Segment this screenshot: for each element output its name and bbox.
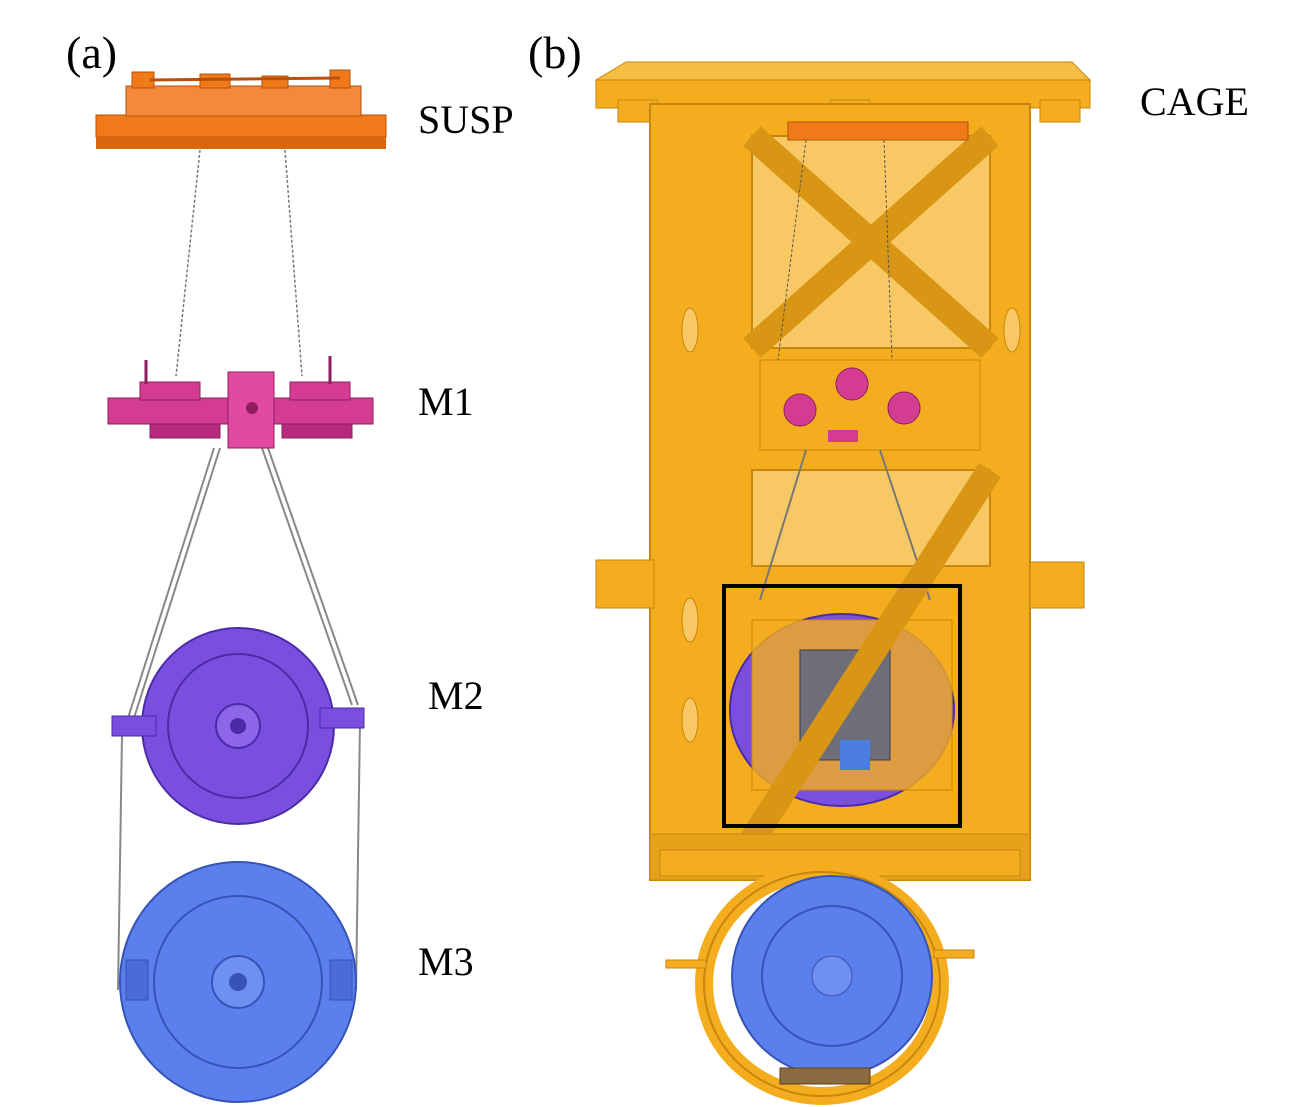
- susp-part: [95, 69, 387, 149]
- m3-label: M3: [418, 939, 474, 984]
- m2-part: [111, 627, 365, 825]
- m1-label: M1: [418, 379, 474, 424]
- susp-label: SUSP: [418, 97, 514, 142]
- panel-b-label: (b): [528, 27, 582, 78]
- panel-a-label: (a): [66, 27, 118, 78]
- panel-a-exploded-view: [95, 69, 387, 1103]
- m3-part: [119, 861, 357, 1103]
- highlight-box: [722, 584, 962, 828]
- panel-b-cage-assembly: [594, 61, 1092, 1105]
- m2-label: M2: [428, 673, 484, 718]
- cage-m3-ring: [665, 863, 975, 1105]
- cage-body: [595, 103, 1085, 881]
- m1-part: [107, 356, 374, 449]
- cage-label: CAGE: [1140, 79, 1249, 124]
